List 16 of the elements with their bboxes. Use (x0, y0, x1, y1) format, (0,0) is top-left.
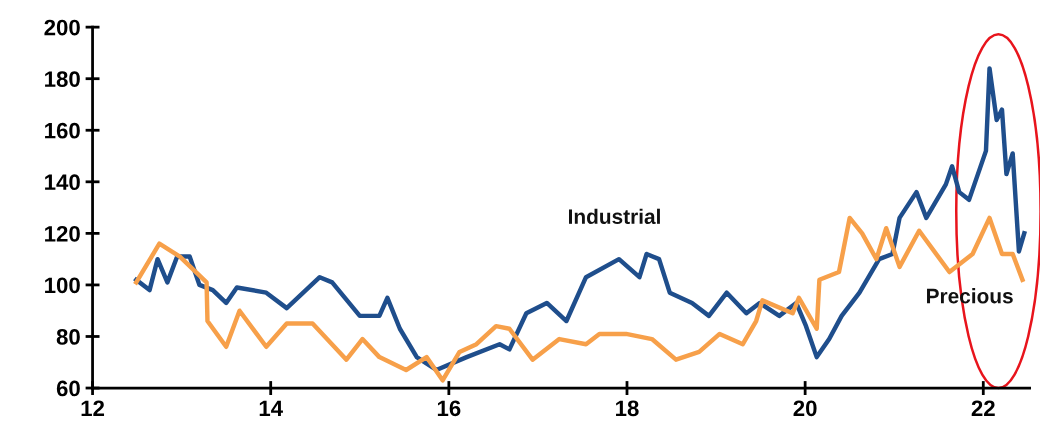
x-tick-label: 14 (259, 400, 283, 416)
y-tick-label: 120 (45, 225, 80, 242)
x-tick-label: 16 (437, 400, 461, 417)
line-series (133, 66, 1027, 373)
x-tick-label: 18 (616, 400, 639, 417)
y-tick-label: 160 (45, 122, 80, 139)
y-tick-label: 140 (45, 174, 80, 191)
y-tick-label: 60 (56, 380, 80, 397)
y-tick-label: 180 (45, 71, 80, 87)
x-tick-label: 12 (81, 400, 105, 416)
series-label: Industrial (569, 208, 660, 225)
x-tick-label: 22 (971, 400, 995, 416)
y-tick-label: 100 (45, 277, 80, 294)
y-tick-label: 80 (56, 329, 80, 345)
y-tick-label: 200 (44, 19, 80, 36)
x-tick-label: 20 (793, 400, 817, 417)
